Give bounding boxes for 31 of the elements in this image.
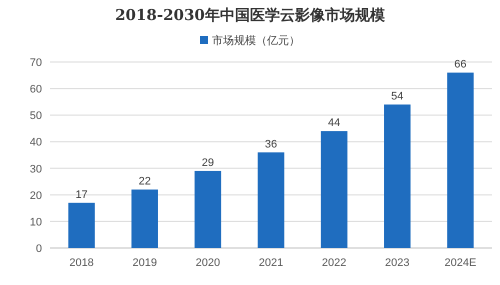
- x-tick-label: 2022: [322, 257, 346, 269]
- bar: [447, 72, 474, 248]
- bar: [384, 104, 411, 248]
- y-tick-label: 0: [36, 243, 42, 255]
- data-label: 66: [454, 58, 467, 71]
- y-tick-label: 30: [30, 163, 42, 176]
- x-tick-label: 2023: [385, 257, 410, 269]
- y-tick-label: 70: [30, 57, 42, 69]
- bar: [194, 170, 222, 248]
- data-label: 36: [264, 138, 278, 150]
- data-label: 54: [391, 90, 404, 103]
- x-tick-label: 2024E: [444, 257, 476, 269]
- y-tick-label: 50: [30, 110, 42, 122]
- y-tick-label: 10: [30, 216, 42, 228]
- bar: [258, 152, 284, 248]
- x-tick-label: 2019: [132, 257, 157, 269]
- x-tick-label: 2021: [258, 257, 284, 269]
- data-label: 17: [75, 188, 88, 201]
- x-tick-label: 2020: [196, 257, 220, 269]
- data-label: 44: [328, 117, 340, 130]
- bar: [131, 190, 158, 248]
- chart-title: 2018-2030年中国医学云影像市场规模: [115, 6, 386, 24]
- bar: [320, 131, 348, 248]
- data-label: 22: [138, 176, 151, 188]
- x-tick-label: 2018: [69, 257, 94, 269]
- legend-label: 市场规模（亿元）: [212, 34, 300, 47]
- y-tick-label: 60: [30, 84, 42, 96]
- data-label: 29: [202, 156, 214, 169]
- bar: [68, 202, 95, 248]
- y-tick-label: 20: [30, 190, 42, 202]
- y-tick-label: 40: [30, 136, 42, 149]
